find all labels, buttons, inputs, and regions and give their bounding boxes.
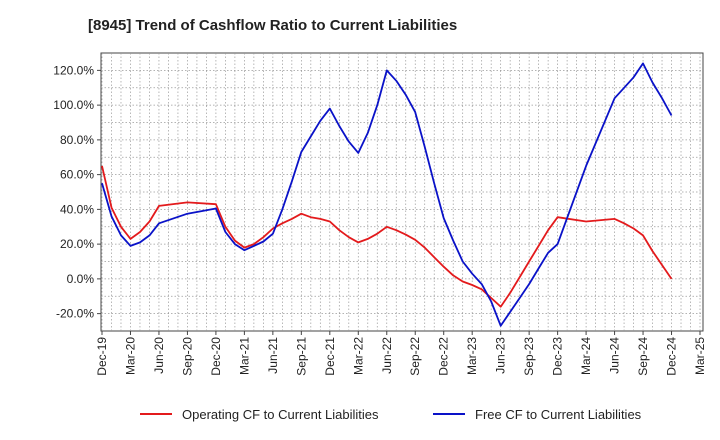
series-line-free-cf: [101, 62, 673, 327]
x-tick-label: Sep-21: [294, 337, 308, 376]
x-tick-label: Sep-20: [180, 337, 194, 376]
legend-label-operating-cf: Operating CF to Current Liabilities: [182, 407, 379, 422]
series-line-operating-cf: [101, 165, 673, 308]
y-tick-label: -20.0%: [56, 307, 94, 321]
x-tick-label: Jun-23: [494, 337, 508, 374]
y-tick-label: 20.0%: [60, 237, 94, 251]
legend-label-free-cf: Free CF to Current Liabilities: [475, 407, 642, 422]
x-tick-label: Jun-21: [266, 337, 280, 374]
y-tick-label: 0.0%: [67, 272, 95, 286]
x-tick-label: Sep-23: [522, 337, 536, 376]
x-tick-label: Mar-21: [237, 337, 251, 375]
x-tick-label: Mar-24: [579, 337, 593, 375]
x-tick-label: Sep-22: [408, 337, 422, 376]
x-tick-label: Dec-22: [437, 337, 451, 376]
y-tick-label: 40.0%: [60, 202, 94, 216]
x-tick-label: Mar-23: [465, 337, 479, 375]
x-tick-label: Jun-24: [608, 337, 622, 374]
legend: Operating CF to Current Liabilities Free…: [140, 407, 642, 422]
x-tick-label: Jun-22: [380, 337, 394, 374]
x-tick-label: Dec-23: [551, 337, 565, 376]
x-tick-label: Dec-24: [665, 337, 679, 376]
y-tick-label: 60.0%: [60, 168, 94, 182]
x-tick-label: Mar-22: [351, 337, 365, 375]
x-tick-label: Dec-21: [323, 337, 337, 376]
chart-title: [8945] Trend of Cashflow Ratio to Curren…: [88, 17, 457, 34]
x-axis-ticks: Dec-19 Mar-20 Jun-20 Sep-20 Dec-20 Mar-21 Jun-…: [95, 331, 707, 376]
x-tick-label: Mar-25: [693, 337, 707, 375]
series-lines: [101, 62, 673, 327]
y-axis-ticks: -20.0% 0.0% 20.0% 40.0% 60.0% 80.0% 100.0% 120.…: [53, 63, 101, 321]
grid-lines: [101, 53, 703, 331]
x-tick-label: Jun-20: [152, 337, 166, 374]
x-tick-label: Mar-20: [123, 337, 137, 375]
y-tick-label: 80.0%: [60, 133, 94, 147]
y-tick-label: 120.0%: [53, 63, 94, 77]
x-tick-label: Dec-19: [95, 337, 109, 376]
x-tick-label: Dec-20: [209, 337, 223, 376]
y-tick-label: 100.0%: [53, 98, 94, 112]
x-tick-label: Sep-24: [636, 337, 650, 376]
